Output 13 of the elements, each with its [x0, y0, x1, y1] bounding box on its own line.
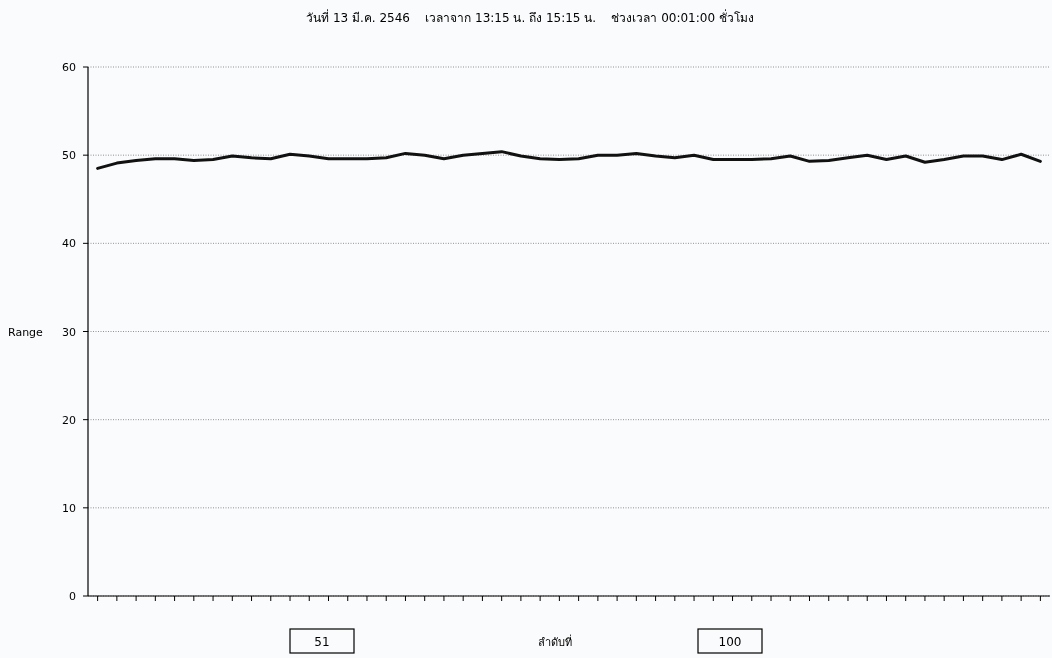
y-tick-label: 10 — [62, 501, 76, 515]
annotation-box: 51 — [289, 628, 355, 654]
line-series — [96, 150, 1042, 170]
annotation-box: 100 — [697, 628, 763, 654]
y-tick-label: 50 — [62, 149, 76, 163]
y-axis-title: Range — [8, 325, 44, 339]
y-tick-label: 60 — [62, 61, 76, 74]
x-axis-title: ลำดับที่ — [538, 634, 572, 649]
y-tick-label: 20 — [62, 413, 76, 427]
chart-title: วันที่ 13 มี.ค. 2546 เวลาจาก 13:15 น. ถึง 15:15 น. ช่วงเวลา 00:01:00 ชั่วโมง — [306, 9, 754, 25]
y-tick-label: 0 — [69, 590, 76, 603]
y-tick-label: 30 — [62, 325, 76, 339]
y-tick-label: 40 — [62, 237, 76, 251]
